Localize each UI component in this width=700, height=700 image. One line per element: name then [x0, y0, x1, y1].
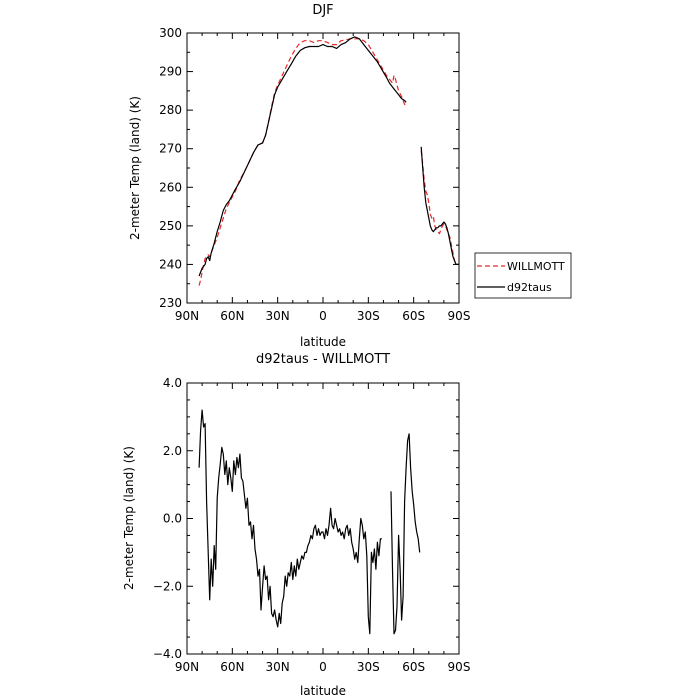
x-tick-label: 0	[319, 309, 327, 323]
x-tick-label: 30S	[357, 309, 380, 323]
x-tick-label: 60N	[220, 660, 244, 674]
y-tick-label: 300	[159, 26, 182, 40]
top-chart-frame	[186, 32, 460, 304]
x-tick-label: 90N	[175, 309, 199, 323]
x-tick-label: 0	[319, 660, 327, 674]
x-tick-label: 90S	[448, 660, 471, 674]
series-line-willmott	[420, 150, 459, 265]
y-tick-label: −4.0	[153, 647, 182, 661]
y-tick-label: 290	[159, 65, 182, 79]
bottom-chart: d92taus - WILLMOTT latitude 2-meter Temp…	[122, 352, 470, 698]
y-tick-label: −2.0	[153, 579, 182, 593]
top-chart-series	[198, 36, 459, 286]
legend: WILLMOTT d92taus	[474, 252, 572, 299]
top-chart-ylabel: 2-meter Temp (land) (K)	[128, 96, 142, 240]
series-line-willmott	[198, 38, 407, 286]
legend-label-d92taus: d92taus	[507, 281, 552, 294]
x-tick-label: 60S	[402, 660, 425, 674]
y-tick-label: 270	[159, 142, 182, 156]
top-chart-title: DJF	[312, 3, 333, 18]
y-tick-label: 280	[159, 103, 182, 117]
series-line-series-0	[390, 433, 421, 635]
y-tick-label: 0.0	[163, 512, 182, 526]
series-line-series-0	[198, 409, 382, 635]
series-line-d92taus	[420, 146, 459, 265]
x-tick-label: 60N	[220, 309, 244, 323]
y-tick-label: 4.0	[163, 376, 182, 390]
bottom-chart-xlabel: latitude	[300, 684, 346, 698]
bottom-chart-ylabel: 2-meter Temp (land) (K)	[122, 446, 136, 590]
y-tick-label: 230	[159, 296, 182, 310]
x-tick-label: 90N	[175, 660, 199, 674]
bottom-chart-ticks: 90N 60N 30N 0 30S 60S 90S −4.0 −2.0 0.0 2.0 4.0	[153, 376, 471, 674]
y-tick-label: 260	[159, 180, 182, 194]
series-line-d92taus	[198, 36, 407, 277]
x-tick-label: 30N	[266, 309, 290, 323]
y-tick-label: 250	[159, 219, 182, 233]
bottom-chart-series	[198, 409, 421, 635]
bottom-chart-frame	[186, 382, 460, 655]
legend-label-willmott: WILLMOTT	[507, 260, 565, 273]
legend-box	[474, 252, 572, 299]
y-tick-label: 240	[159, 257, 182, 271]
x-tick-label: 30S	[357, 660, 380, 674]
x-tick-label: 90S	[448, 309, 471, 323]
x-tick-label: 60S	[402, 309, 425, 323]
x-tick-label: 30N	[266, 660, 290, 674]
y-tick-label: 2.0	[163, 444, 182, 458]
top-chart-ticks: 90N 60N 30N 0 30S 60S 90S 230 240 250 260 270 280 290…	[159, 26, 470, 323]
top-chart: DJF latitude 2-meter Temp (land) (K) 90N…	[128, 3, 470, 349]
top-chart-xlabel: latitude	[300, 335, 346, 349]
bottom-chart-title: d92taus - WILLMOTT	[256, 352, 390, 367]
